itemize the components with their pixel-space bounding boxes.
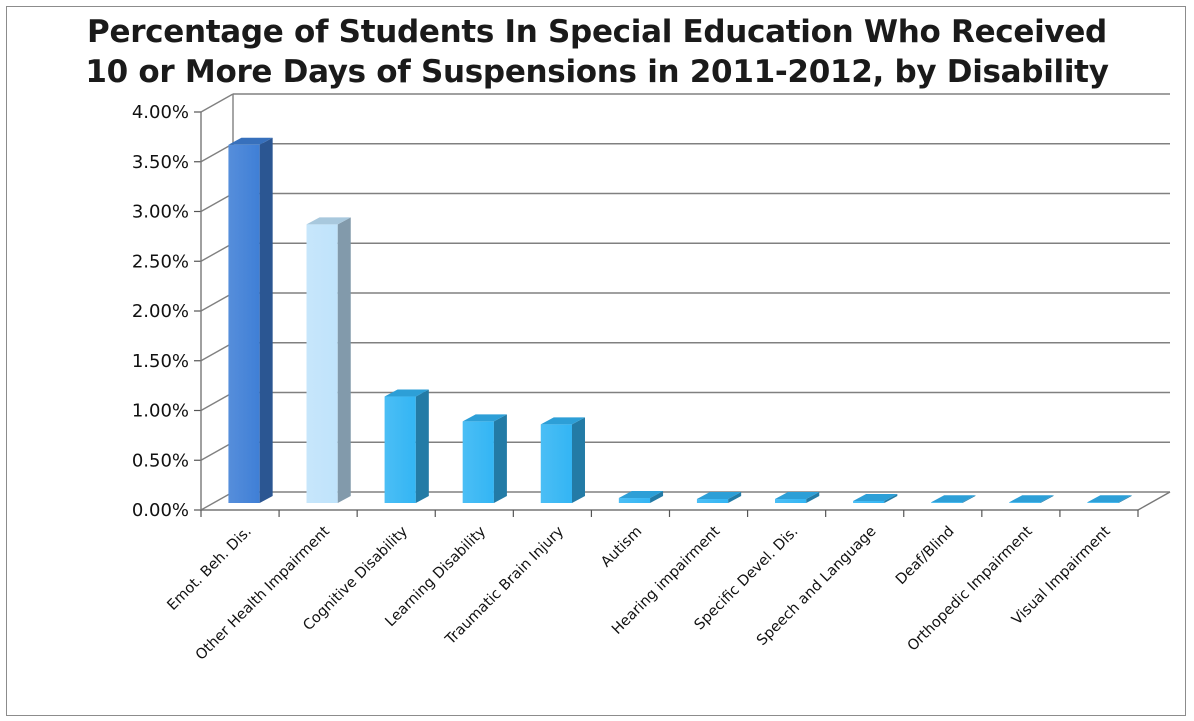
bar-top [1087, 495, 1132, 503]
y-tick-label: 1.00% [132, 401, 189, 422]
bar-top [696, 492, 742, 500]
bar-front [1087, 502, 1119, 503]
bar-side [259, 137, 273, 504]
bar-top [228, 137, 273, 145]
bar-front [853, 501, 885, 503]
bar-side [1040, 495, 1054, 503]
bar [1009, 495, 1054, 503]
bar-top [775, 492, 820, 500]
gridline-side [200, 441, 234, 461]
bar-side [806, 492, 820, 503]
y-tick-label: 3.00% [132, 202, 189, 223]
bar-front [931, 502, 963, 503]
bar-side [728, 492, 742, 503]
y-tick-label: 2.00% [132, 301, 189, 322]
bar-side [571, 417, 585, 503]
bar [228, 137, 273, 504]
chart-frame [6, 6, 1186, 716]
bar [775, 492, 820, 503]
bar [853, 494, 898, 503]
x-axis-labels: Emot. Beh. Dis.Other Health ImpairmentCo… [165, 523, 1114, 663]
y-tick-label: 2.50% [132, 251, 189, 272]
chart-title: Percentage of Students In Special Educat… [85, 14, 1109, 90]
bar-front [775, 499, 807, 503]
bar-side [415, 389, 429, 503]
gridline-side [200, 143, 234, 163]
bar-top [931, 495, 976, 503]
bar-front [696, 499, 729, 503]
x-category-label: Emot. Beh. Dis. [165, 524, 255, 614]
y-tick-label: 4.00% [132, 102, 189, 123]
bar-top [1009, 495, 1054, 503]
x-category-label: Other Health Impairment [193, 523, 333, 663]
bar [540, 417, 585, 503]
bar [696, 492, 742, 503]
x-category-label: Orthopedic Impairment [905, 523, 1036, 654]
bar-top [462, 414, 507, 422]
bar-top [853, 494, 898, 502]
bar-top [540, 417, 585, 425]
gridline-side [200, 292, 234, 312]
gridline-side [200, 342, 234, 362]
y-tick-label: 3.50% [132, 152, 189, 173]
bar-front [384, 396, 416, 503]
bar-side [1118, 495, 1132, 503]
bar [462, 414, 507, 503]
bar [618, 491, 664, 503]
bar-front [228, 144, 260, 504]
gridline-side [200, 93, 234, 113]
floor-right-edge [1137, 491, 1171, 511]
bar-side [337, 217, 351, 503]
bar-top [306, 217, 351, 225]
bar-front [1009, 502, 1041, 503]
bar [306, 217, 351, 503]
gridline-side [200, 192, 234, 213]
bar-side [493, 414, 507, 503]
bars [228, 137, 1132, 504]
y-tick-label: 0.00% [132, 500, 189, 521]
bar-top [384, 389, 429, 397]
bar [1087, 495, 1132, 503]
bar-side [962, 495, 976, 503]
y-tick-label: 0.50% [132, 450, 189, 471]
y-tick-label: 1.50% [132, 351, 189, 372]
bar [384, 389, 429, 503]
bar [931, 495, 976, 503]
y-axis-ticks: 0.00% 0.50% 1.00% 1.50% 2.00% 2.50% 3.00% 3.50%… [132, 102, 189, 521]
bar-front [462, 421, 494, 503]
bar-top [618, 491, 664, 499]
bar-side [650, 491, 664, 503]
bar-side [884, 494, 898, 503]
bar-front [618, 498, 651, 503]
x-category-label: Autism [598, 524, 645, 571]
gridline-side [200, 242, 234, 262]
bar-front [306, 224, 338, 503]
gridline-side [200, 391, 234, 412]
gridline-side [200, 491, 234, 511]
x-category-label: Deaf/Blind [893, 524, 958, 589]
bar-front [540, 424, 572, 503]
